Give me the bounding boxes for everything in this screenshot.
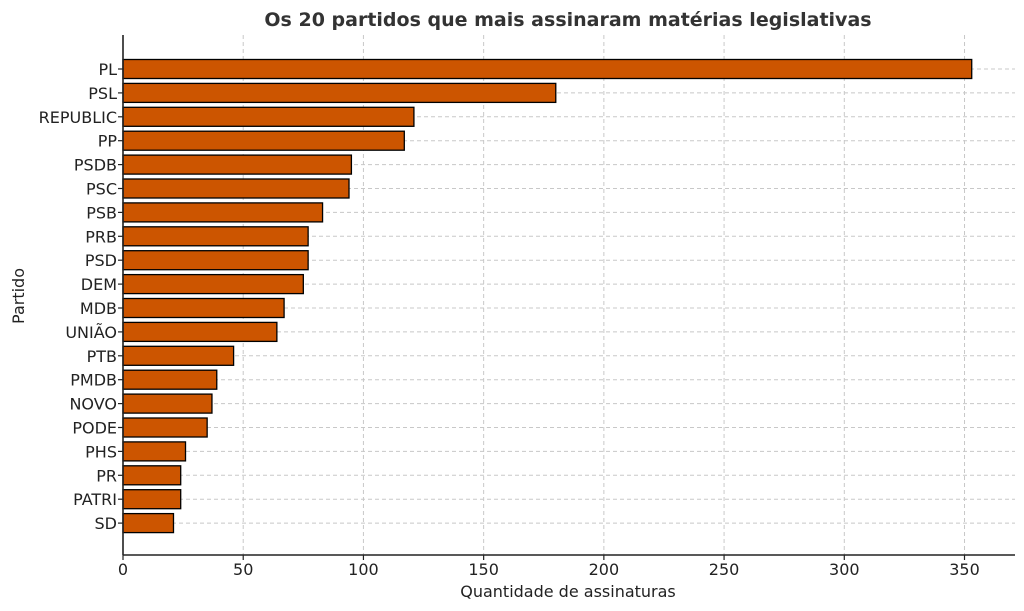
bar-pp: [122, 130, 405, 151]
y-tick-label: PODE: [72, 419, 117, 438]
bar-dem: [122, 273, 304, 295]
y-tick-label: DEM: [81, 275, 117, 294]
bar-psdb: [122, 154, 353, 175]
y-tick-label: PSC: [86, 180, 117, 199]
x-tick-label: 0: [118, 560, 128, 579]
x-tick-label: 50: [233, 560, 253, 579]
y-tick-label: PRB: [85, 227, 117, 246]
y-tick-label: PR: [96, 466, 117, 485]
bar-psc: [122, 178, 350, 199]
bar-sd: [122, 512, 175, 534]
x-tick-label: 350: [949, 560, 980, 579]
y-tick-label: MDB: [80, 299, 117, 318]
bar-novo: [122, 393, 213, 414]
bar-psb: [122, 202, 324, 223]
y-tick-label: PMDB: [70, 371, 117, 390]
bar-patri: [122, 489, 182, 510]
bars: [122, 58, 973, 534]
bar-republic: [122, 106, 415, 127]
bar-pl: [122, 58, 973, 80]
axes: 0 50 100 150 200 250 300 350 PL PSL REPUBLIC PP PSDB…: [39, 35, 1015, 579]
bar-psl: [122, 82, 557, 104]
bar-prb: [122, 226, 309, 247]
bar-pode: [122, 417, 208, 438]
bar-pmdb: [122, 369, 218, 390]
x-tick-label: 300: [829, 560, 860, 579]
y-tick-label: PSL: [88, 84, 117, 103]
x-tick-label: 250: [709, 560, 740, 579]
y-tick-label: SD: [95, 514, 117, 533]
bar-phs: [122, 441, 187, 462]
y-tick-label: PATRI: [73, 490, 117, 509]
y-tick-label: UNIÃO: [65, 323, 117, 342]
x-tick-label: 100: [348, 560, 379, 579]
bar-psd: [122, 250, 309, 271]
y-tick-label: PTB: [87, 347, 117, 366]
bar-ptb: [122, 345, 235, 366]
y-tick-label: REPUBLIC: [39, 108, 117, 127]
y-tick-label: PSDB: [74, 156, 117, 175]
y-axis-label: Partido: [9, 268, 28, 324]
y-tick-label: PL: [98, 60, 117, 79]
y-tick-label: PSD: [85, 251, 117, 270]
bar-união: [122, 321, 278, 343]
bar-pr: [122, 465, 182, 486]
bar-mdb: [122, 297, 285, 319]
y-tick-label: PP: [98, 132, 118, 151]
x-tick-label: 200: [589, 560, 620, 579]
x-tick-label: 150: [468, 560, 499, 579]
x-axis-label: Quantidade de assinaturas: [460, 582, 676, 601]
y-tick-label: NOVO: [69, 395, 117, 414]
y-tick-label: PSB: [86, 203, 117, 222]
chart-title: Os 20 partidos que mais assinaram matéri…: [264, 9, 871, 31]
y-tick-label: PHS: [85, 442, 117, 461]
